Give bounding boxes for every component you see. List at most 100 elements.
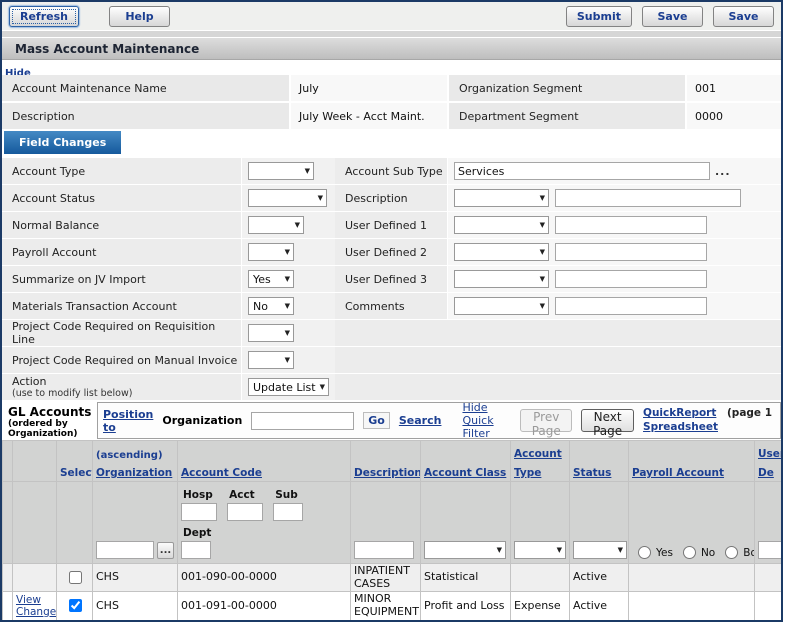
hide-quick-filter-link[interactable]: Hide Quick Filter bbox=[462, 402, 494, 439]
payroll-filter-both-radio[interactable] bbox=[725, 546, 739, 559]
description-mode-select[interactable]: ▼ bbox=[454, 189, 549, 207]
user-defined-3-mode-select[interactable]: ▼ bbox=[454, 270, 549, 288]
column-account-type-link[interactable]: Account Type bbox=[514, 448, 562, 479]
hide-link[interactable]: Hide bbox=[5, 68, 31, 79]
payroll-filter-both-label: Both bbox=[743, 546, 753, 559]
chevron-down-icon: ▼ bbox=[617, 546, 623, 554]
description-input[interactable] bbox=[555, 189, 741, 207]
cell-status: Active bbox=[569, 562, 629, 593]
save-button-1[interactable]: Save bbox=[642, 5, 703, 27]
account-type-select[interactable]: ▼ bbox=[248, 162, 314, 180]
row-select-checkbox[interactable] bbox=[68, 570, 82, 584]
submit-button[interactable]: Submit bbox=[565, 5, 632, 27]
comments-input[interactable] bbox=[555, 297, 707, 315]
hosp-filter-input[interactable] bbox=[181, 503, 217, 521]
gl-accounts-toolbar: GL Accounts (ordered by Organization) Po… bbox=[2, 401, 781, 440]
description-filter-input[interactable] bbox=[354, 541, 414, 559]
summarize-jv-import-select[interactable]: Yes ▼ bbox=[248, 270, 294, 288]
field-label: Description bbox=[335, 185, 447, 211]
column-description-link[interactable]: Description bbox=[354, 467, 421, 479]
row-select-checkbox[interactable] bbox=[68, 599, 82, 613]
project-code-invoice-select[interactable]: ▼ bbox=[248, 351, 294, 369]
field-changes-form: Account Type ▼ Account Status ▼ Normal B… bbox=[2, 158, 781, 401]
user-defined-2-input[interactable] bbox=[555, 243, 707, 261]
normal-balance-select[interactable]: ▼ bbox=[248, 216, 304, 234]
organization-filter-input[interactable] bbox=[96, 541, 154, 559]
next-page-button[interactable]: Next Page bbox=[581, 409, 635, 438]
user-defined-1-mode-select[interactable]: ▼ bbox=[454, 216, 549, 234]
payroll-filter-no-radio[interactable] bbox=[682, 546, 696, 559]
refresh-button[interactable]: Refresh bbox=[9, 5, 79, 27]
field-label: Project Code Required on Manual Invoice bbox=[2, 347, 241, 373]
field-row-payroll-account: Payroll Account ▼ bbox=[2, 239, 335, 265]
column-status-link[interactable]: Status bbox=[573, 467, 612, 479]
field-label: User Defined 1 bbox=[335, 212, 447, 238]
column-payroll-account-link[interactable]: Payroll Account bbox=[632, 467, 725, 479]
payroll-account-select[interactable]: ▼ bbox=[248, 243, 294, 261]
account-status-select[interactable]: ▼ bbox=[248, 189, 327, 207]
field-label: Account Type bbox=[2, 158, 241, 184]
divider bbox=[2, 31, 781, 38]
code-part-label: Sub bbox=[275, 489, 298, 501]
project-code-requisition-select[interactable]: ▼ bbox=[248, 324, 294, 342]
account-sub-type-lookup-button[interactable]: ... bbox=[715, 164, 731, 178]
save-button-2[interactable]: Save bbox=[713, 5, 774, 27]
user-defined-1-input[interactable] bbox=[555, 216, 707, 234]
sort-direction-label: (ascending) bbox=[96, 450, 163, 461]
chevron-down-icon: ▼ bbox=[319, 383, 325, 391]
field-row-comments: Comments ▼ bbox=[335, 293, 781, 319]
help-button[interactable]: Help bbox=[108, 5, 170, 27]
view-changes-link[interactable]: View Changes bbox=[16, 593, 57, 618]
hide-row: Hide bbox=[2, 60, 781, 79]
go-button[interactable]: Go bbox=[363, 412, 390, 429]
page-title: Mass Account Maintenance bbox=[2, 38, 781, 60]
account-type-filter-select[interactable]: ▼ bbox=[514, 541, 566, 559]
user-defined-3-input[interactable] bbox=[555, 270, 707, 288]
column-organization-link[interactable]: Organization bbox=[96, 467, 173, 479]
column-user-defined-link[interactable]: User De bbox=[758, 448, 781, 479]
dept-filter-input[interactable] bbox=[181, 541, 211, 559]
quickreport-link[interactable]: QuickReport bbox=[643, 407, 717, 420]
position-to-link[interactable]: Position to bbox=[103, 407, 154, 434]
chevron-down-icon: ▼ bbox=[539, 221, 545, 229]
user-defined-2-mode-select[interactable]: ▼ bbox=[454, 243, 549, 261]
search-link[interactable]: Search bbox=[398, 414, 442, 427]
field-label: Payroll Account bbox=[2, 239, 241, 265]
comments-mode-select[interactable]: ▼ bbox=[454, 297, 549, 315]
user-defined-filter-input[interactable] bbox=[758, 541, 781, 559]
column-account-code-link[interactable]: Account Code bbox=[181, 467, 262, 479]
tab-field-changes[interactable]: Field Changes bbox=[4, 131, 122, 154]
field-label: Materials Transaction Account bbox=[2, 293, 241, 319]
organization-lookup-button[interactable]: ... bbox=[157, 541, 174, 559]
code-part-label: Acct bbox=[229, 489, 255, 501]
payroll-filter-yes-radio[interactable] bbox=[638, 546, 651, 559]
action-select[interactable]: Update List ▼ bbox=[248, 378, 329, 396]
summary-label: Description bbox=[2, 103, 289, 129]
sub-filter-input[interactable] bbox=[273, 503, 304, 521]
prev-page-button[interactable]: Prev Page bbox=[520, 409, 573, 438]
field-row-account-type: Account Type ▼ bbox=[2, 158, 335, 184]
top-button-bar: Refresh Help Submit Save Save bbox=[2, 2, 781, 31]
account-class-filter-select[interactable]: ▼ bbox=[424, 541, 506, 559]
gl-accounts-title: GL Accounts (ordered by Organization) bbox=[8, 405, 92, 439]
acct-filter-input[interactable] bbox=[227, 503, 264, 521]
chevron-down-icon: ▼ bbox=[284, 329, 290, 337]
account-sub-type-input[interactable] bbox=[454, 162, 710, 180]
materials-transaction-select[interactable]: No ▼ bbox=[248, 297, 294, 315]
table-row: View Changes CHS 001-091-00-0000 MINOR E… bbox=[2, 591, 781, 620]
chevron-down-icon: ▼ bbox=[284, 275, 290, 283]
field-label: User Defined 3 bbox=[335, 266, 447, 292]
spreadsheet-link[interactable]: Spreadsheet bbox=[643, 420, 718, 433]
page-indicator: (page 1 of bbox=[727, 407, 775, 419]
summary-label: Organization Segment bbox=[449, 75, 685, 101]
chevron-down-icon: ▼ bbox=[539, 302, 545, 310]
status-filter-select[interactable]: ▼ bbox=[573, 541, 627, 559]
position-to-input[interactable] bbox=[251, 411, 355, 430]
filter-row: ... Hosp Acct Sub Dept ▼ ▼ ▼ bbox=[2, 481, 781, 564]
field-label: Action (use to modify list below) bbox=[2, 374, 241, 400]
summary-value: July bbox=[291, 75, 447, 101]
code-part-label: Dept bbox=[183, 527, 212, 539]
column-account-class-link[interactable]: Account Class bbox=[424, 467, 507, 479]
field-row-account-sub-type: Account Sub Type ... bbox=[335, 158, 781, 184]
